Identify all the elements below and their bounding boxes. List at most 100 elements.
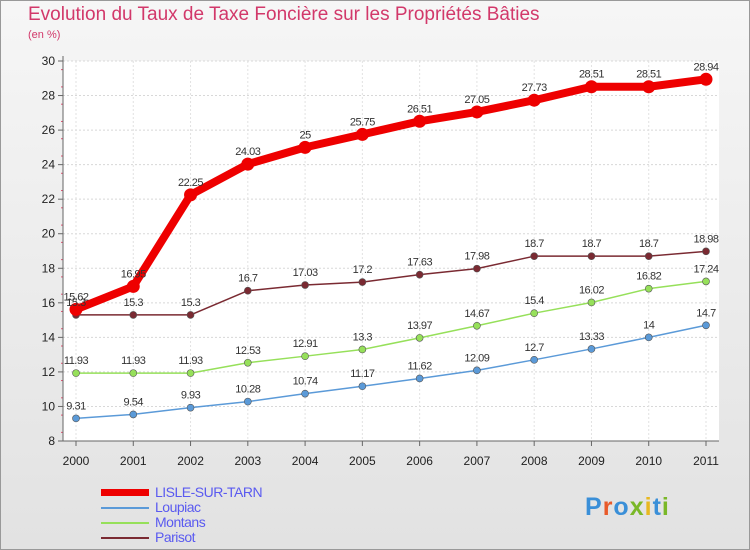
- data-label: 9.31: [66, 400, 86, 412]
- data-label: 10.74: [293, 376, 318, 388]
- data-label: 11.17: [350, 368, 375, 380]
- data-label: 13.33: [579, 331, 604, 343]
- data-label: 9.54: [124, 396, 144, 408]
- x-tick-label: 2000: [63, 454, 90, 468]
- data-point: [473, 321, 481, 330]
- data-label: 12.09: [464, 352, 489, 364]
- data-point: [530, 252, 538, 260]
- data-label: 14.67: [464, 308, 489, 320]
- legend-item: Montans: [101, 515, 262, 530]
- legend-item: LISLE-SUR-TARN: [101, 485, 263, 500]
- data-point: [301, 281, 309, 289]
- legend-swatch: [101, 489, 149, 496]
- x-tick-label: 2002: [177, 454, 204, 468]
- data-point: [358, 345, 367, 354]
- data-label: 13.97: [407, 320, 432, 332]
- data-label: 18.7: [639, 238, 659, 250]
- legend-label: Montans: [155, 514, 206, 530]
- series-line: [76, 250, 707, 316]
- data-label: 22.25: [178, 177, 203, 189]
- data-point: [72, 414, 80, 423]
- data-label: 16.95: [121, 268, 146, 280]
- data-label: 16.82: [636, 271, 661, 283]
- data-label: 17.24: [693, 263, 718, 275]
- data-point: [702, 321, 710, 330]
- legend-swatch: [101, 521, 149, 524]
- data-point: [473, 366, 481, 375]
- chart-title: Evolution du Taux de Taxe Foncière sur l…: [28, 4, 540, 25]
- data-point: [126, 279, 140, 293]
- legend-item: Loupiac: [101, 500, 262, 515]
- data-label: 15.62: [63, 291, 88, 303]
- data-label: 9.93: [181, 390, 201, 402]
- data-point: [644, 284, 653, 293]
- data-label: 15.4: [524, 295, 544, 307]
- y-tick-label: 14: [42, 330, 56, 344]
- data-label: 10.28: [235, 384, 260, 396]
- data-label: 27.73: [522, 82, 547, 94]
- proxiti-logo: Proxiti: [585, 493, 670, 521]
- data-label: 17.63: [407, 257, 432, 269]
- data-point: [702, 277, 710, 286]
- data-point: [530, 309, 538, 317]
- data-point: [584, 80, 598, 94]
- data-label: 28.51: [636, 69, 661, 81]
- data-label: 11.62: [408, 360, 433, 372]
- data-label: 11.93: [64, 355, 89, 367]
- data-label: 11.93: [178, 355, 203, 367]
- data-label: 11.93: [121, 355, 146, 367]
- data-point: [587, 298, 596, 307]
- chart-subtitle: (en %): [28, 29, 61, 41]
- data-point: [129, 311, 138, 319]
- x-tick-label: 2007: [464, 454, 491, 468]
- y-tick-label: 16: [42, 296, 56, 310]
- data-label: 14.7: [696, 307, 716, 319]
- data-point: [244, 397, 252, 406]
- data-label: 15.3: [124, 297, 144, 309]
- data-label: 28.51: [579, 69, 604, 81]
- x-tick-label: 2008: [521, 454, 548, 468]
- data-point: [129, 410, 138, 419]
- series-line: [76, 280, 707, 374]
- data-point: [184, 188, 198, 202]
- x-tick-label: 2003: [234, 454, 261, 468]
- data-point: [298, 140, 312, 154]
- data-label: 12.91: [293, 338, 318, 350]
- data-point: [415, 374, 424, 383]
- data-label: 15.3: [181, 297, 201, 309]
- y-tick-label: 30: [42, 54, 56, 68]
- x-tick-label: 2005: [349, 454, 376, 468]
- series-line: [74, 75, 707, 314]
- data-label: 12.7: [524, 342, 544, 354]
- legend-item: Parisot: [101, 530, 262, 545]
- y-tick-label: 22: [42, 192, 56, 206]
- data-label: 16.7: [238, 273, 258, 285]
- legend-swatch: [101, 536, 149, 539]
- data-point: [358, 382, 367, 391]
- data-label: 17.2: [353, 264, 373, 276]
- data-label: 13.3: [353, 331, 373, 343]
- x-tick-label: 2001: [120, 454, 147, 468]
- data-point: [72, 369, 80, 377]
- data-point: [415, 270, 424, 279]
- data-label: 27.05: [464, 94, 489, 106]
- data-point: [301, 389, 309, 398]
- data-label: 12.53: [235, 345, 260, 357]
- y-tick-label: 10: [42, 399, 56, 413]
- y-tick-label: 8: [48, 434, 55, 448]
- data-label: 25.75: [350, 116, 375, 128]
- data-point: [358, 278, 367, 286]
- data-label: 24.03: [235, 146, 260, 158]
- data-label: 17.03: [293, 267, 318, 279]
- data-point: [699, 72, 713, 86]
- x-tick-label: 2004: [292, 454, 319, 468]
- legend-label: Loupiac: [155, 499, 201, 515]
- data-point: [186, 369, 195, 377]
- data-point: [415, 334, 424, 342]
- data-label: 18.98: [693, 233, 718, 245]
- data-label: 25: [299, 129, 311, 141]
- data-point: [186, 311, 195, 319]
- y-tick-label: 24: [42, 158, 56, 172]
